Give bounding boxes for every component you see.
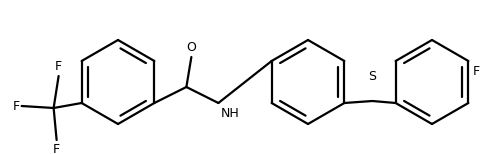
Text: S: S [368,70,376,83]
Text: NH: NH [220,107,239,120]
Text: F: F [53,143,60,154]
Text: F: F [55,60,62,73]
Text: O: O [186,41,196,54]
Text: F: F [472,65,480,78]
Text: F: F [12,99,20,113]
